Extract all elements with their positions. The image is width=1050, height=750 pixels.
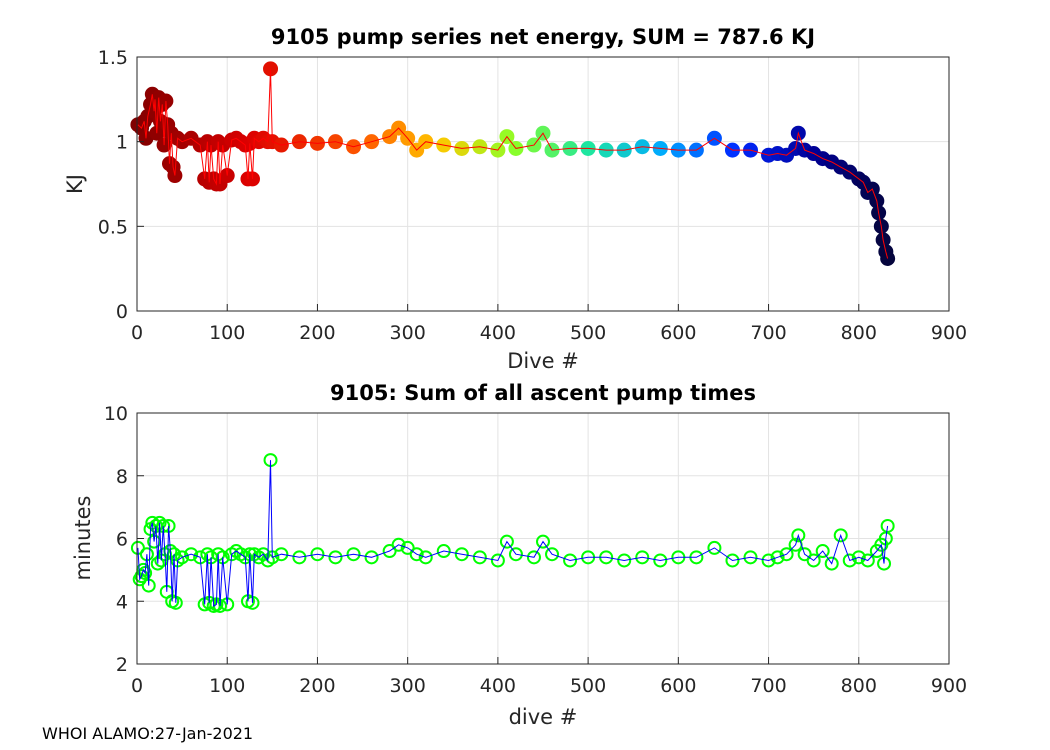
- pump-time-chart: 9105: Sum of all ascent pump times 0 100 2…: [71, 381, 967, 729]
- data-point: [833, 528, 848, 543]
- data-point: [880, 251, 896, 267]
- data-point: [815, 544, 830, 559]
- data-point: [346, 547, 361, 562]
- y-tick-label: 1: [116, 132, 128, 154]
- series-line: [137, 68, 889, 259]
- data-point: [310, 547, 325, 562]
- data-point: [635, 550, 650, 565]
- data-point: [292, 550, 307, 565]
- x-tick-label: 700: [750, 322, 786, 344]
- data-point: [175, 550, 190, 565]
- data-point: [454, 547, 469, 562]
- x-tick-label: 200: [299, 322, 335, 344]
- data-point: [707, 540, 722, 555]
- energy-x-label: Dive #: [507, 349, 579, 373]
- energy-axes-box: [136, 56, 950, 312]
- y-tick-label: 10: [104, 403, 128, 425]
- data-point: [184, 547, 199, 562]
- data-point: [824, 556, 839, 571]
- x-tick-label: 200: [299, 675, 335, 697]
- data-point: [743, 550, 758, 565]
- x-tick-label: 900: [931, 322, 967, 344]
- data-point: [391, 537, 406, 552]
- x-tick-label: 600: [660, 675, 696, 697]
- x-tick-label: 800: [841, 322, 877, 344]
- x-tick-label: 0: [131, 322, 143, 344]
- pump-time-x-label: dive #: [509, 705, 578, 729]
- energy-ticks: 0 100 200 300 400 500 600 700 800 900 0 0.5 1 1.5: [98, 47, 967, 344]
- energy-chart: 9105 pump series net energy, SUM = 787.6…: [63, 25, 967, 373]
- data-point: [134, 569, 149, 584]
- data-point: [617, 553, 632, 568]
- x-tick-label: 800: [841, 675, 877, 697]
- data-point: [409, 547, 424, 562]
- data-point: [536, 534, 550, 549]
- x-tick-label: 400: [480, 675, 516, 697]
- data-point: [499, 534, 514, 549]
- data-point: [791, 528, 806, 543]
- x-tick-label: 100: [209, 322, 245, 344]
- data-point: [274, 547, 289, 562]
- energy-chart-title: 9105 pump series net energy, SUM = 787.6…: [271, 25, 815, 49]
- data-point: [193, 550, 208, 565]
- pump-time-data: [130, 453, 895, 613]
- data-point: [761, 553, 776, 568]
- energy-plot-area: [137, 57, 949, 311]
- x-tick-label: 500: [570, 675, 606, 697]
- x-tick-label: 300: [390, 675, 426, 697]
- data-point: [328, 550, 343, 565]
- x-tick-label: 100: [209, 675, 245, 697]
- pump-time-chart-title: 9105: Sum of all ascent pump times: [330, 381, 756, 405]
- data-point: [770, 550, 785, 565]
- data-point: [545, 547, 560, 562]
- x-tick-label: 500: [570, 322, 606, 344]
- pump-time-y-label: minutes: [71, 495, 95, 580]
- y-tick-label: 6: [116, 529, 128, 551]
- data-point: [851, 550, 866, 565]
- data-point: [806, 553, 821, 568]
- data-point: [364, 550, 379, 565]
- y-tick-label: 2: [116, 654, 128, 676]
- x-tick-label: 0: [131, 675, 143, 697]
- data-point: [563, 553, 578, 568]
- energy-data: [130, 61, 896, 267]
- data-point: [526, 550, 541, 565]
- data-point: [725, 553, 740, 568]
- data-point: [880, 518, 895, 533]
- data-point: [653, 553, 668, 568]
- data-point: [436, 544, 451, 559]
- y-tick-label: 8: [116, 466, 128, 488]
- footer-credit: WHOI ALAMO:27-Jan-2021: [42, 724, 254, 743]
- x-tick-label: 300: [390, 322, 426, 344]
- y-tick-label: 0: [116, 301, 128, 323]
- x-tick-label: 900: [931, 675, 967, 697]
- data-point: [842, 553, 857, 568]
- pump-time-ticks: 0 100 200 300 400 500 600 700 800 900 2 4 6 8 10: [104, 403, 967, 697]
- series-line: [137, 460, 889, 607]
- x-tick-label: 400: [480, 322, 516, 344]
- data-point: [490, 553, 505, 568]
- data-point: [418, 550, 433, 565]
- data-point: [779, 547, 794, 562]
- y-tick-label: 0.5: [98, 216, 128, 238]
- data-point: [860, 553, 875, 568]
- data-point: [472, 550, 487, 565]
- x-tick-label: 600: [660, 322, 696, 344]
- energy-y-label: KJ: [63, 174, 87, 194]
- data-point: [508, 547, 523, 562]
- data-point: [220, 597, 235, 612]
- y-tick-label: 1.5: [98, 47, 128, 69]
- x-tick-label: 700: [750, 675, 786, 697]
- y-tick-label: 4: [116, 591, 128, 613]
